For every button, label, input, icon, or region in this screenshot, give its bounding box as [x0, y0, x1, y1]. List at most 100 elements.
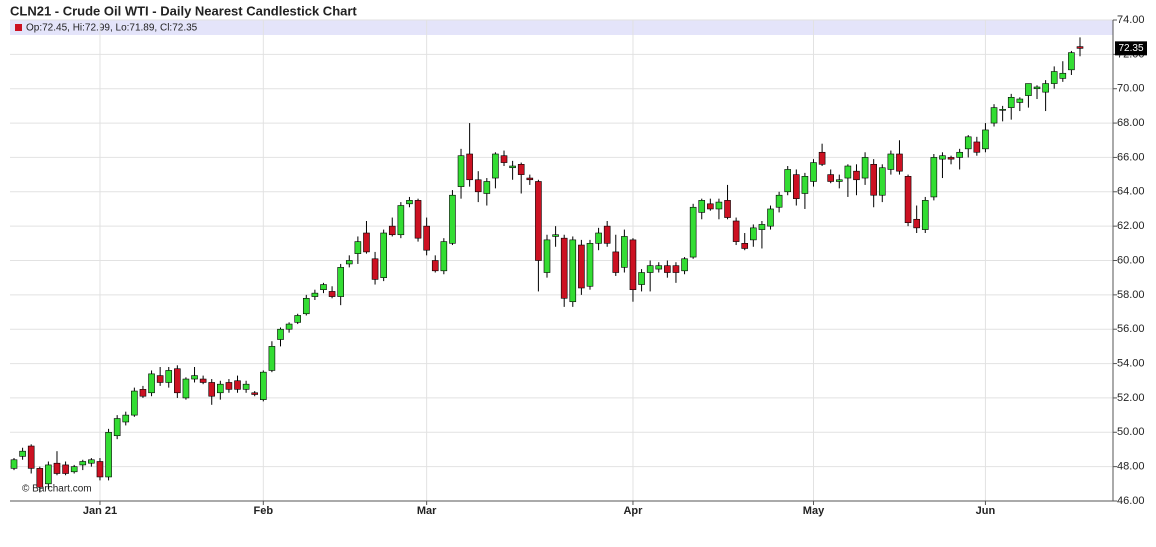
candle-body — [810, 162, 817, 182]
candle-body — [397, 205, 405, 236]
candle-body — [707, 203, 714, 210]
chart-title: CLN21 - Crude Oil WTI - Daily Nearest Ca… — [10, 3, 357, 18]
candle-body — [302, 297, 310, 315]
candle-body — [775, 194, 783, 208]
candle-body — [19, 450, 26, 457]
candle-body — [423, 225, 430, 251]
price-tag-label: 72.35 — [1118, 43, 1143, 54]
candle-body — [732, 220, 740, 242]
candle-body — [681, 258, 688, 272]
candle-body — [53, 462, 61, 474]
candle-body — [569, 239, 577, 303]
candle-body — [277, 328, 284, 340]
candle-body — [818, 151, 826, 165]
candle-body — [217, 383, 224, 394]
candle-body — [964, 136, 972, 150]
candle-body — [1068, 52, 1075, 71]
candle-body — [535, 181, 542, 261]
candle-body — [861, 157, 869, 179]
y-tick-label: 58.00 — [1117, 289, 1145, 301]
candle-body — [621, 236, 628, 268]
candle-body — [311, 292, 319, 297]
candle-body — [603, 225, 611, 244]
candle-body — [294, 315, 301, 323]
candle-body — [698, 200, 706, 213]
candle-body — [363, 232, 370, 253]
candle-body — [904, 176, 912, 224]
candle-body — [741, 243, 749, 249]
candle-body — [449, 194, 456, 244]
candle-body — [328, 291, 336, 297]
candle-body — [586, 243, 594, 287]
x-tick-label: Feb — [254, 505, 274, 517]
y-tick-label: 74.00 — [1117, 14, 1145, 26]
info-swatch — [15, 24, 22, 31]
candle-body — [182, 378, 190, 399]
candle-body — [990, 107, 998, 124]
candle-body — [113, 418, 121, 437]
candle-body — [440, 241, 448, 272]
candle-body — [878, 167, 886, 196]
y-tick-label: 64.00 — [1117, 186, 1145, 198]
candle-body — [526, 177, 534, 181]
y-tick-label: 56.00 — [1117, 323, 1145, 335]
y-tick-label: 46.00 — [1117, 495, 1145, 507]
y-tick-label: 66.00 — [1117, 151, 1145, 163]
candle-body — [517, 164, 525, 175]
candle-body — [758, 224, 766, 230]
candle-body — [45, 464, 52, 485]
candle-body — [414, 200, 422, 239]
candle-body — [122, 414, 130, 423]
candle-body — [174, 368, 181, 394]
candle-body — [191, 375, 198, 380]
candle-body — [887, 153, 895, 170]
candle-body — [285, 323, 293, 330]
candle-body — [801, 176, 809, 194]
candle-body — [79, 461, 87, 466]
x-tick-label: Apr — [623, 505, 643, 517]
candle-body — [156, 375, 164, 383]
candle-body — [208, 382, 216, 397]
x-tick-label: Jan 21 — [83, 505, 117, 517]
candle-body — [268, 346, 276, 371]
candle-body — [320, 284, 327, 291]
candle-body — [578, 244, 585, 289]
y-tick-label: 48.00 — [1117, 461, 1145, 473]
candle-body — [406, 200, 413, 205]
candle-body — [750, 227, 757, 241]
x-tick-label: Mar — [417, 505, 437, 517]
candle-body — [483, 181, 491, 194]
candle-body — [345, 260, 353, 265]
candle-body — [165, 370, 173, 383]
candle-body — [844, 165, 852, 179]
candle-body — [36, 468, 44, 488]
candle-body — [629, 239, 637, 291]
y-tick-label: 62.00 — [1117, 220, 1145, 232]
candle-body — [999, 109, 1006, 111]
candle-body — [1033, 86, 1041, 90]
candle-body — [672, 265, 680, 273]
candle-body — [148, 373, 155, 394]
candle-body — [543, 239, 551, 273]
candle-body — [1059, 72, 1067, 79]
candle-body — [870, 164, 877, 196]
candle-body — [474, 179, 482, 193]
candle-body — [1050, 71, 1058, 84]
candle-body — [973, 141, 981, 153]
y-tick-label: 52.00 — [1117, 392, 1145, 404]
candle-body — [96, 461, 104, 478]
candle-body — [131, 390, 138, 416]
candle-body — [930, 157, 938, 198]
candle-body — [251, 392, 259, 395]
candle-body — [242, 383, 250, 390]
x-tick-label: May — [803, 505, 825, 517]
candle-body — [689, 206, 697, 258]
candle-body — [896, 153, 903, 172]
candle-body — [1016, 98, 1024, 103]
candle-body — [1076, 46, 1084, 49]
candle-body — [793, 174, 800, 199]
candle-body — [70, 466, 78, 473]
candle-body — [956, 151, 963, 158]
candle-body — [88, 459, 95, 464]
